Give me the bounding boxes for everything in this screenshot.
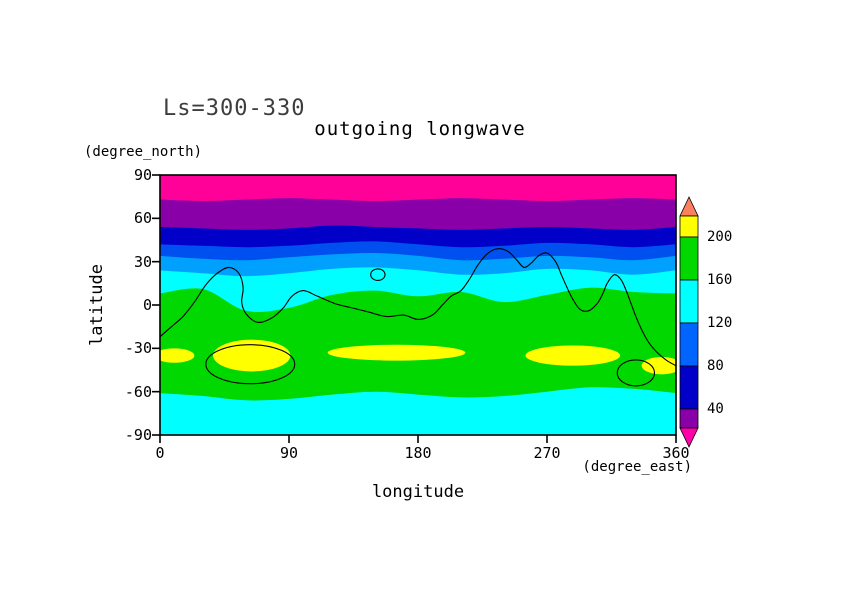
- colorbar-segment: [679, 279, 699, 324]
- plot-title: outgoing longwave: [314, 118, 526, 140]
- colorbar-arrow-bottom: [679, 427, 699, 448]
- band-south-polar: [160, 387, 676, 435]
- y-tick-label: 30: [133, 252, 152, 271]
- colorbar-label: 80: [707, 358, 724, 374]
- y-tick-label: -30: [124, 339, 152, 358]
- colorbar-label: 160: [707, 272, 733, 288]
- x-tick-label: 180: [404, 444, 432, 462]
- hot-patch: [327, 344, 466, 361]
- colorbar-segment: [679, 322, 699, 367]
- colorbar-segment: [679, 408, 699, 429]
- x-tick-label: 360: [662, 444, 690, 462]
- x-axis-unit: (degree_east): [582, 459, 692, 475]
- colorbar-label: 200: [707, 229, 733, 245]
- colorbar-segment: [679, 215, 699, 238]
- hot-patch: [213, 339, 291, 372]
- x-axis-label: longitude: [371, 482, 465, 502]
- y-tick-label: 60: [133, 209, 152, 228]
- colorbar-segment: [679, 236, 699, 281]
- topography-contour-loop: [370, 268, 386, 281]
- topography-contour: [160, 248, 676, 367]
- x-tick-label: 270: [533, 444, 561, 462]
- y-tick-label: 0: [142, 296, 152, 314]
- colorbar: [679, 196, 699, 448]
- y-tick-label: -90: [124, 426, 152, 444]
- topography-contour-loop: [616, 359, 656, 387]
- y-tick-label: 90: [133, 166, 152, 184]
- colorbar-segment: [679, 365, 699, 410]
- colorbar-arrow-top: [679, 196, 699, 217]
- hot-patch: [525, 345, 621, 366]
- colorbar-label: 40: [707, 401, 724, 417]
- hot-patch: [160, 348, 195, 363]
- y-tick-label: -60: [124, 382, 152, 401]
- colorbar-label: 120: [707, 315, 733, 331]
- map-area: [160, 175, 676, 435]
- x-tick-label: 0: [155, 444, 165, 462]
- topography-contour-loop: [205, 344, 296, 385]
- y-axis-unit: (degree_north): [84, 144, 203, 160]
- x-tick-label: 90: [279, 444, 299, 462]
- plot-subtitle: Ls=300-330: [163, 96, 306, 121]
